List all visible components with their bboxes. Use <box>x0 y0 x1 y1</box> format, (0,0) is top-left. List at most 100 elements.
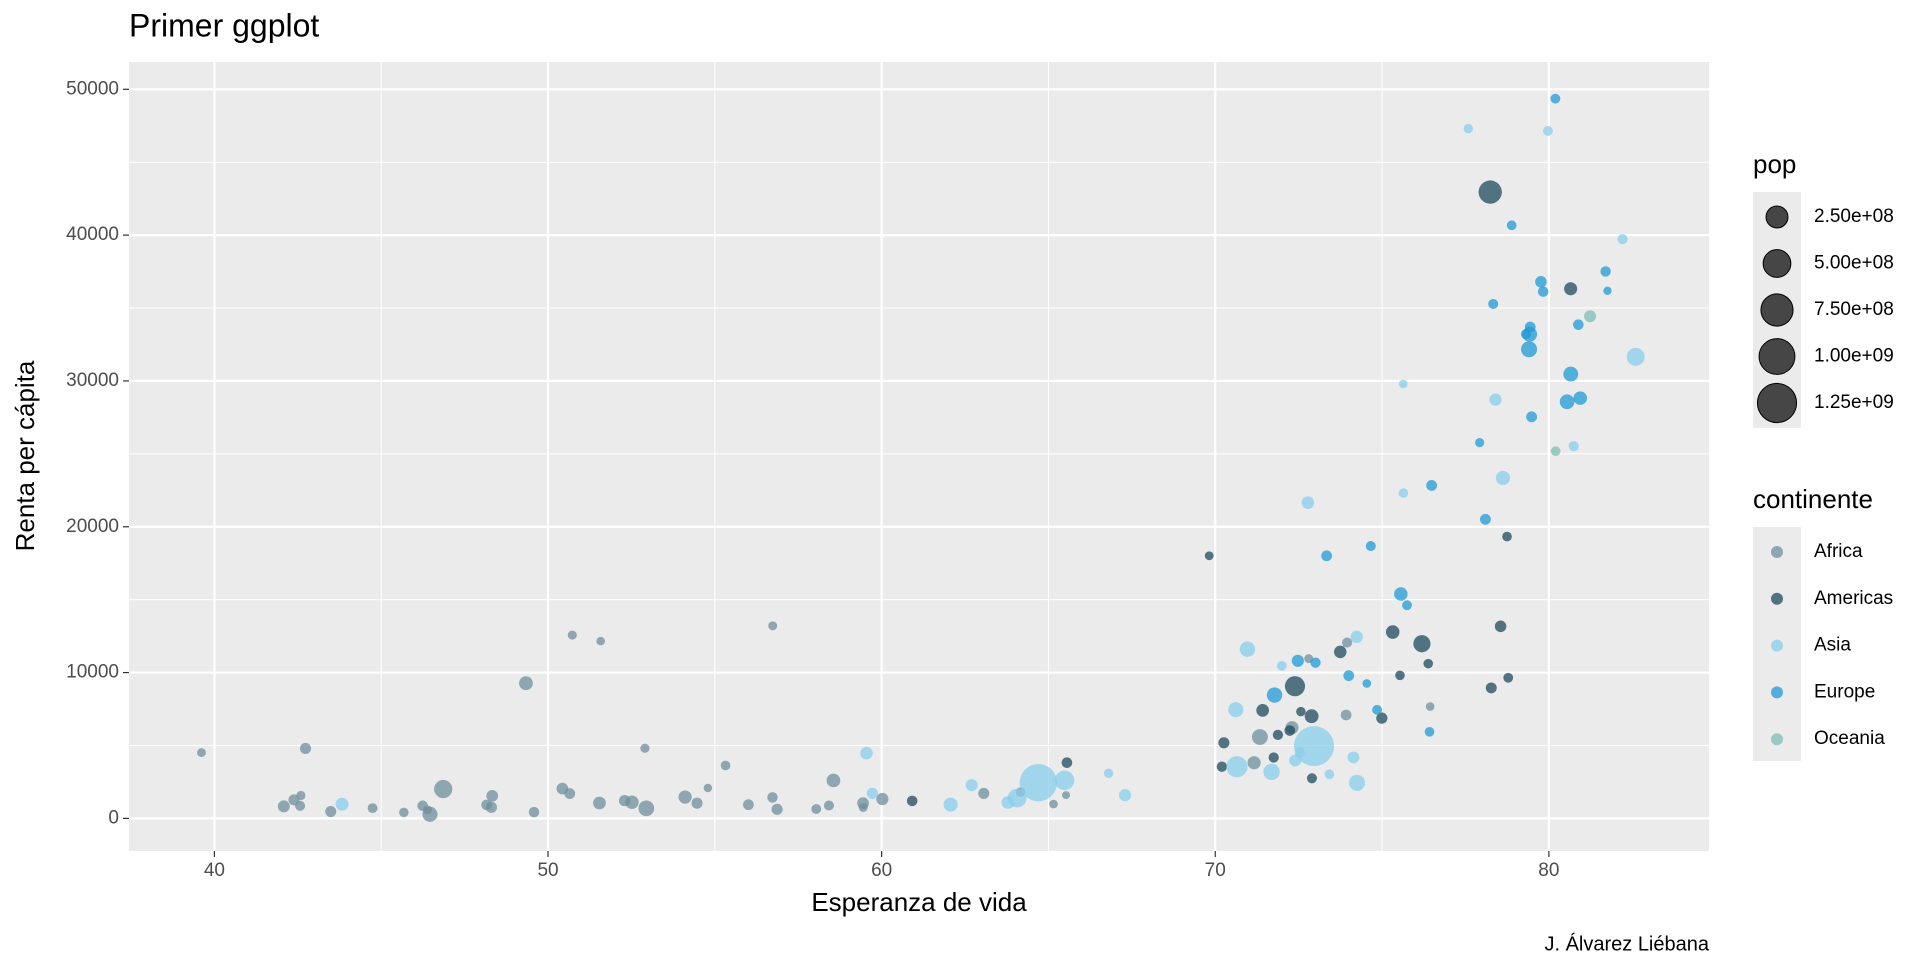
legend-label: Americas <box>1814 588 1893 609</box>
point <box>1395 670 1405 681</box>
y-axis-title: Renta per cápita <box>10 360 40 551</box>
point <box>1584 310 1597 323</box>
x-tick-label: 60 <box>871 860 892 881</box>
point <box>519 676 533 691</box>
point <box>1563 366 1579 382</box>
point <box>771 803 783 815</box>
point <box>1394 587 1408 601</box>
point <box>1564 282 1578 296</box>
point <box>943 797 958 812</box>
point <box>434 779 453 799</box>
point <box>1617 233 1628 245</box>
point <box>1204 551 1214 561</box>
point <box>1218 737 1230 749</box>
size-legend-title: pop <box>1753 149 1796 179</box>
point <box>367 803 378 813</box>
point <box>703 783 713 793</box>
point <box>564 788 576 799</box>
size-legend-key <box>1765 205 1789 229</box>
point <box>1398 488 1409 498</box>
legend-key <box>1771 686 1783 699</box>
point <box>1475 438 1485 448</box>
point <box>1251 729 1268 745</box>
point <box>1256 704 1270 717</box>
point <box>1228 702 1244 718</box>
point <box>1522 326 1538 342</box>
point <box>593 796 606 810</box>
point <box>1310 657 1321 668</box>
panel <box>129 62 1709 851</box>
point <box>1049 799 1058 809</box>
point <box>1365 541 1376 552</box>
point <box>1573 391 1588 405</box>
point <box>1402 600 1412 611</box>
legend-key <box>1771 592 1783 605</box>
size-legend-label: 2.50e+08 <box>1814 206 1894 227</box>
y-tick-label: 10000 <box>66 662 119 683</box>
point <box>1347 751 1360 764</box>
point <box>1350 630 1363 644</box>
point <box>277 800 290 813</box>
point <box>1001 796 1015 809</box>
y-tick-label: 30000 <box>66 370 119 391</box>
point <box>399 807 409 818</box>
point <box>1489 393 1502 406</box>
point <box>1521 341 1538 358</box>
x-axis-title: Esperanza de vida <box>811 887 1027 917</box>
y-tick-label: 20000 <box>66 516 119 537</box>
point <box>1423 658 1434 669</box>
size-legend-label: 1.25e+09 <box>1814 392 1894 413</box>
point <box>1294 726 1335 767</box>
legend-label: Europe <box>1814 681 1875 702</box>
point <box>1535 276 1547 288</box>
point <box>860 746 873 760</box>
point <box>1603 286 1612 295</box>
point <box>906 795 918 807</box>
legend-key <box>1771 639 1783 652</box>
point <box>678 790 692 804</box>
point <box>768 621 778 631</box>
legend-key <box>1771 546 1783 558</box>
point <box>1362 679 1372 688</box>
point <box>1301 496 1315 509</box>
point <box>528 806 540 818</box>
point <box>876 792 889 806</box>
point <box>1324 769 1335 780</box>
point <box>1426 480 1438 491</box>
point <box>1600 266 1611 277</box>
caption: J. Álvarez Liébana <box>1544 932 1709 955</box>
point <box>1340 709 1352 721</box>
point <box>857 797 869 810</box>
point <box>1537 286 1549 297</box>
point <box>325 806 337 818</box>
point <box>1291 654 1304 667</box>
point <box>1304 709 1319 724</box>
point <box>1118 789 1132 802</box>
point <box>1342 637 1353 648</box>
point <box>1413 635 1431 653</box>
point <box>1506 220 1517 231</box>
point <box>866 787 879 800</box>
y-tick-label: 50000 <box>66 78 119 99</box>
point <box>625 795 639 809</box>
legend-key <box>1771 733 1783 746</box>
point <box>1284 676 1306 697</box>
point <box>1376 712 1388 724</box>
point <box>417 800 428 812</box>
point <box>720 760 731 771</box>
point <box>1276 661 1287 671</box>
point <box>638 800 655 817</box>
x-tick-label: 50 <box>537 860 558 881</box>
point <box>691 797 703 809</box>
point <box>1543 126 1553 136</box>
point <box>767 792 778 803</box>
size-legend-key <box>1760 293 1794 327</box>
point <box>1463 123 1474 134</box>
point <box>823 800 834 811</box>
point <box>1488 298 1499 309</box>
point <box>197 748 206 758</box>
point <box>1268 752 1279 763</box>
point <box>299 742 312 754</box>
point <box>288 794 300 806</box>
